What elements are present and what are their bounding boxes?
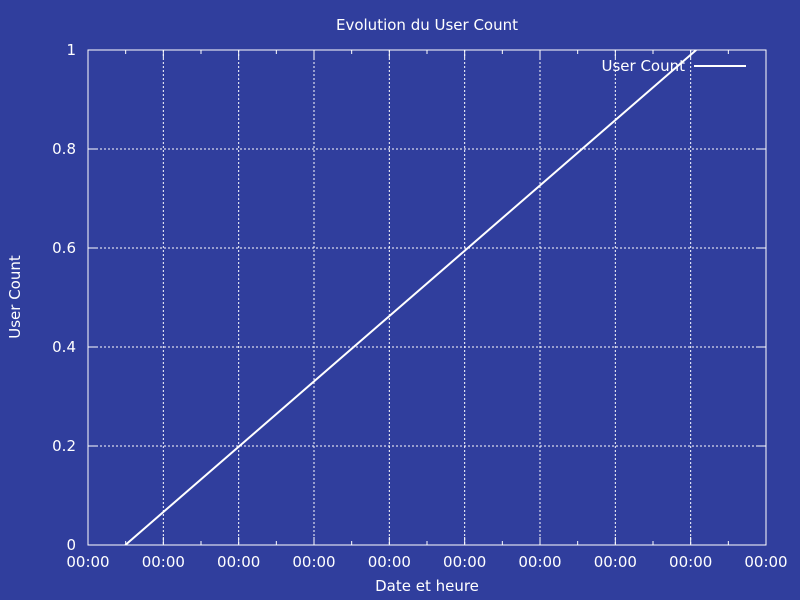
x-tick-label: 00:00 bbox=[443, 553, 486, 571]
x-tick-label: 00:00 bbox=[744, 553, 787, 571]
x-tick-label: 00:00 bbox=[217, 553, 260, 571]
x-tick-labels: 00:00 00:00 00:00 00:00 00:00 00:00 00:00 00:00… bbox=[66, 553, 787, 571]
y-tick-label: 0.4 bbox=[52, 338, 76, 356]
series-line bbox=[124, 50, 697, 545]
y-tick-label: 0.6 bbox=[52, 239, 76, 257]
x-axis-label: Date et heure bbox=[375, 577, 479, 595]
y-axis-label: User Count bbox=[6, 255, 24, 339]
x-tick-label: 00:00 bbox=[518, 553, 561, 571]
x-tick-label: 00:00 bbox=[292, 553, 335, 571]
y-tick-label: 0.8 bbox=[52, 140, 76, 158]
legend: User Count bbox=[601, 57, 746, 75]
x-tick-label: 00:00 bbox=[594, 553, 637, 571]
y-tick-label: 0.2 bbox=[52, 437, 76, 455]
x-tick-label: 00:00 bbox=[669, 553, 712, 571]
x-tick-label: 00:00 bbox=[368, 553, 411, 571]
y-tick-label: 1 bbox=[66, 41, 76, 59]
grid bbox=[88, 50, 766, 545]
series-layer bbox=[124, 50, 697, 545]
x-tick-label: 00:00 bbox=[66, 553, 109, 571]
y-tick-label: 0 bbox=[66, 536, 76, 554]
chart-title: Evolution du User Count bbox=[336, 16, 518, 34]
legend-label: User Count bbox=[601, 57, 685, 75]
y-tick-labels: 0 0.2 0.4 0.6 0.8 1 bbox=[52, 41, 76, 554]
x-tick-label: 00:00 bbox=[142, 553, 185, 571]
